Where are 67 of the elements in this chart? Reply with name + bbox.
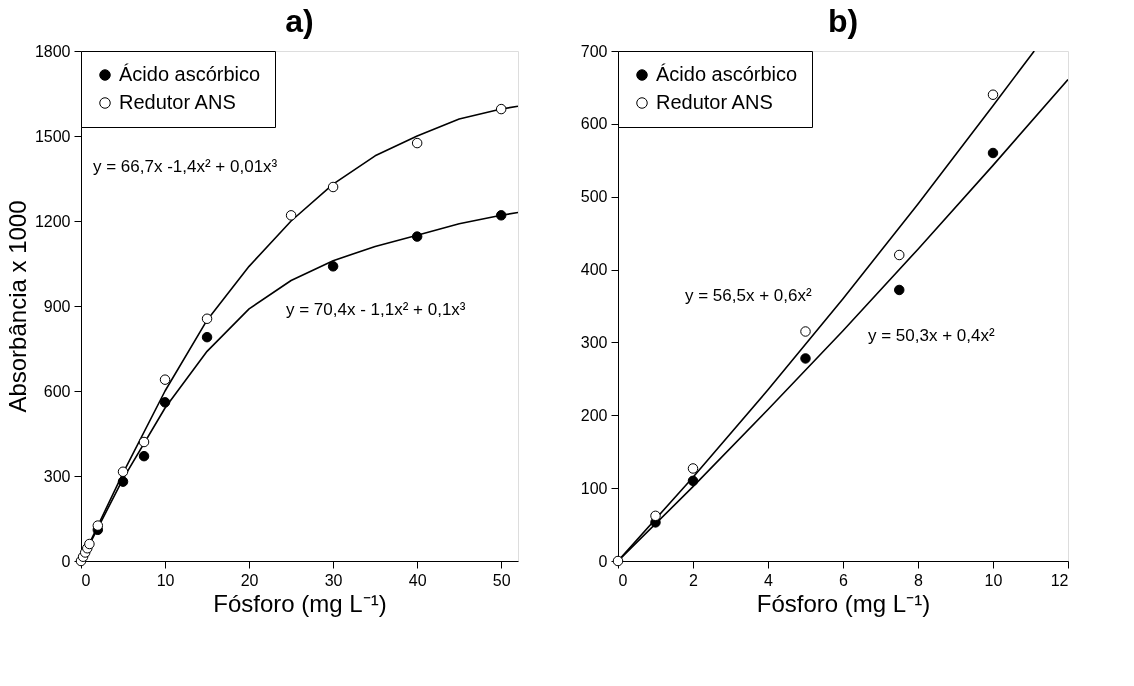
point	[687, 475, 699, 487]
point	[650, 510, 661, 522]
point	[138, 436, 150, 448]
point	[92, 520, 104, 531]
y-tick-label: 900	[43, 297, 71, 315]
y-tick-label: 200	[580, 406, 608, 424]
y-tick-label: 1200	[34, 212, 71, 230]
y-tick-label: 1800	[34, 42, 71, 60]
annotation: y = 66,7x -1,4x² + 0,01x³	[93, 157, 278, 176]
point	[327, 261, 339, 272]
x-tick-label: 40	[408, 571, 427, 589]
x-tick-label: 2	[689, 571, 699, 589]
y-tick-label: 700	[580, 42, 608, 60]
x-tick-label: 20	[240, 571, 259, 589]
x-axis-title: Fósforo (mg L⁻¹)	[213, 589, 387, 617]
y-tick-label: 300	[580, 333, 608, 351]
annotation: y = 56,5x + 0,6x²	[685, 286, 812, 305]
point	[117, 466, 129, 477]
x-tick-label: 8	[914, 571, 924, 589]
chart-title: a)	[285, 3, 314, 39]
y-tick-label: 0	[598, 552, 608, 570]
point	[411, 137, 423, 149]
y-tick-label: 600	[43, 382, 71, 400]
point	[800, 326, 811, 337]
chart-title: b)	[827, 3, 859, 39]
y-tick-label: 500	[580, 188, 608, 206]
point	[411, 231, 423, 242]
x-tick-label: 50	[492, 571, 511, 589]
point	[687, 463, 699, 474]
x-tick-label: 4	[764, 571, 774, 589]
x-tick-label: 10	[984, 571, 1003, 589]
x-axis-title: Fósforo (mg L⁻¹)	[756, 589, 931, 617]
y-axis-title: Absorbância x 1000	[3, 200, 31, 413]
point	[495, 103, 507, 115]
point	[138, 450, 150, 462]
point	[201, 313, 213, 324]
x-tick-label: 0	[618, 571, 628, 589]
x-tick-label: 12	[1050, 571, 1069, 589]
point	[117, 476, 129, 487]
point	[894, 284, 905, 296]
legend-label: Redutor ANS	[119, 91, 236, 113]
point	[201, 331, 213, 343]
point	[327, 181, 339, 193]
point	[285, 210, 297, 221]
y-tick-label: 600	[580, 115, 608, 133]
point	[987, 147, 999, 159]
legend-label: Redutor ANS	[656, 91, 773, 113]
legend-label: Ácido ascórbico	[119, 63, 261, 85]
point	[159, 397, 171, 408]
annotation: y = 70,4x - 1,1x² + 0,1x³	[286, 300, 466, 319]
point	[800, 353, 811, 364]
x-tick-label: 10	[156, 571, 175, 589]
y-tick-label: 100	[580, 479, 608, 497]
x-tick-label: 0	[81, 571, 91, 589]
point	[987, 89, 999, 100]
point	[495, 210, 507, 221]
y-tick-label: 300	[43, 467, 71, 485]
legend-label: Ácido ascórbico	[656, 63, 798, 85]
point	[84, 538, 95, 550]
y-tick-label: 1500	[34, 127, 71, 145]
y-tick-label: 400	[580, 261, 608, 279]
x-tick-label: 30	[324, 571, 343, 589]
y-tick-label: 0	[61, 552, 71, 570]
annotation: y = 50,3x + 0,4x²	[868, 326, 995, 345]
point	[159, 374, 171, 385]
point	[894, 249, 905, 261]
x-tick-label: 6	[839, 571, 849, 589]
